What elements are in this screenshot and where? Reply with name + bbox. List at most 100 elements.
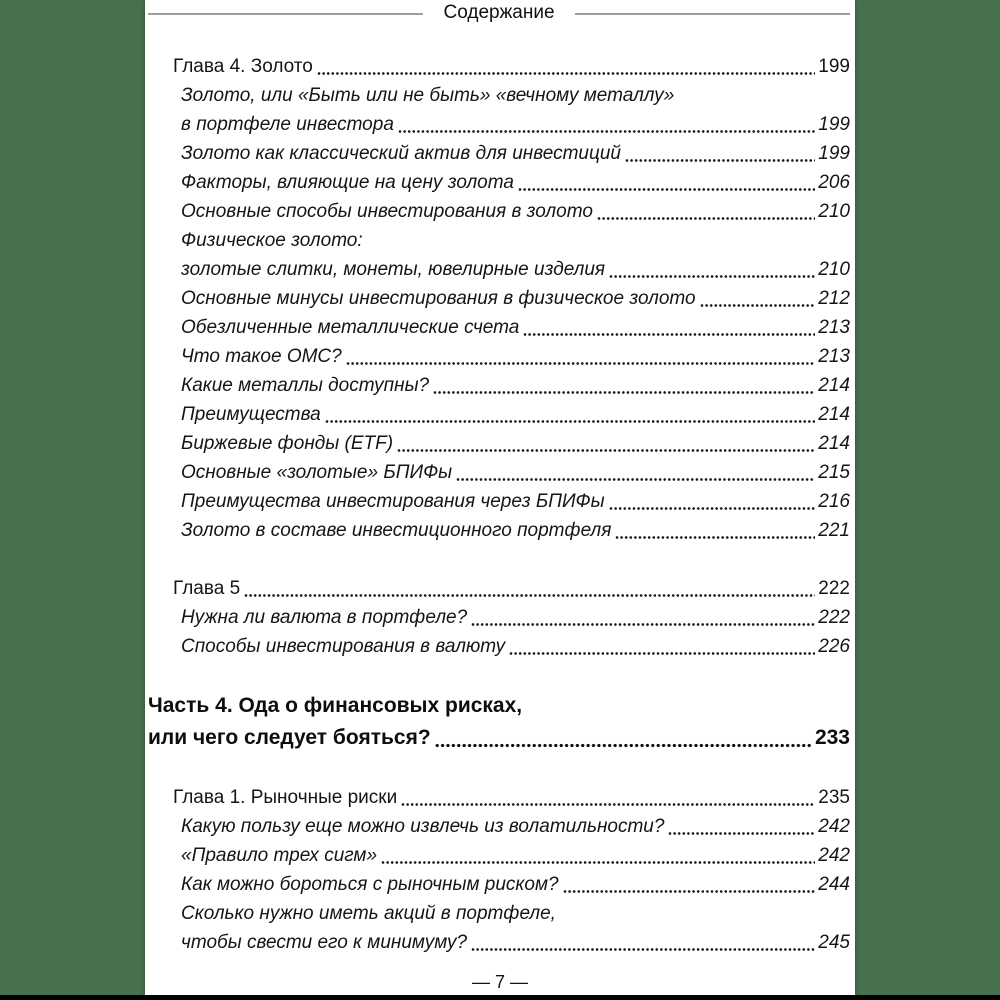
toc-entry-page-number: 210 (818, 201, 850, 222)
dot-leader (471, 621, 816, 628)
toc-entry-title: Основные способы инвестирования в золото (181, 201, 593, 222)
dot-leader (244, 592, 816, 599)
toc-entry: или чего следует бояться? 233 (148, 722, 850, 754)
toc-entry-title: Что такое ОМС? (181, 346, 342, 367)
toc-entry: чтобы свести его к минимуму? 245 (148, 928, 850, 957)
toc-entry-page-number: 214 (818, 375, 850, 396)
dot-leader (345, 360, 816, 367)
toc-entry-title: Золото как классический актив для инвест… (181, 143, 621, 164)
toc-entry-page-number: 242 (818, 845, 850, 866)
dot-leader (699, 302, 816, 309)
dot-leader (615, 534, 816, 541)
dot-leader (471, 946, 816, 953)
dot-leader (397, 128, 816, 135)
toc-entry-title: золотые слитки, монеты, ювелирные издели… (181, 259, 606, 280)
toc-entry-page-number: 233 (814, 726, 850, 749)
bottom-black-bar (0, 995, 1000, 1000)
dot-leader (397, 447, 816, 454)
dot-leader (625, 157, 816, 164)
toc-entry-page-number: 222 (818, 578, 850, 599)
toc-entry-page-number: 213 (818, 317, 850, 338)
toc-entry: Золото, или «Быть или не быть» «вечному … (148, 81, 850, 110)
toc-entry-title: «Правило трех сигм» (181, 845, 378, 866)
dot-leader (562, 888, 816, 895)
toc-entry-page-number: 216 (818, 491, 850, 512)
toc-entry-page-number: 242 (818, 816, 850, 837)
toc-entry: Глава 1. Рыночные риски 235 (148, 783, 850, 812)
dot-leader (523, 331, 816, 338)
toc-entry: Что такое ОМС? 213 (148, 342, 850, 371)
header-rule-right (574, 13, 851, 15)
page-title: Содержание (443, 2, 555, 23)
toc-entry-page-number: 199 (818, 114, 850, 135)
toc-entry: Физическое золото: (148, 226, 850, 255)
toc-entry: Факторы, влияющие на цену золота 206 (148, 168, 850, 197)
dot-leader (608, 505, 816, 512)
toc-entry-title: Способы инвестирования в валюту (181, 636, 506, 657)
toc-entry: Золото как классический актив для инвест… (148, 139, 850, 168)
toc-entry-page-number: 245 (818, 932, 850, 953)
dot-leader (596, 215, 816, 222)
dot-leader (517, 186, 816, 193)
toc-entry: Преимущества 214 (148, 400, 850, 429)
toc-entry-title: чтобы свести его к минимуму? (181, 932, 468, 953)
dot-leader (324, 418, 816, 425)
toc-entry: золотые слитки, монеты, ювелирные издели… (148, 255, 850, 284)
toc-entry: Преимущества инвестирования через БПИФы … (148, 487, 850, 516)
dot-leader (316, 70, 816, 77)
toc-entry-title: Какую пользу еще можно извлечь из волати… (181, 816, 665, 837)
toc-entry-title: Часть 4. Ода о финансовых рисках, (148, 694, 523, 717)
toc-entry-page-number: 199 (818, 143, 850, 164)
header-rule-left (148, 13, 424, 15)
toc-entry: Сколько нужно иметь акций в портфеле, (148, 899, 850, 928)
toc-entry-title: Золото в составе инвестиционного портфел… (181, 520, 612, 541)
toc-entry-page-number: 199 (818, 56, 850, 77)
toc-entry-page-number: 244 (818, 874, 850, 895)
toc-entry: Золото в составе инвестиционного портфел… (148, 516, 850, 545)
toc-entry-title: Физическое золото: (181, 230, 363, 251)
toc-list: Глава 4. Золото 199 Золото, или «Быть ил… (148, 52, 850, 957)
toc-entry: «Правило трех сигм» 242 (148, 841, 850, 870)
toc-entry: Как можно бороться с рыночным риском? 24… (148, 870, 850, 899)
toc-entry: Часть 4. Ода о финансовых рисках, (148, 690, 850, 722)
dot-leader (456, 476, 816, 483)
toc-entry-title: Золото, или «Быть или не быть» «вечному … (181, 85, 675, 106)
dot-leader (401, 801, 816, 808)
dot-leader (509, 650, 816, 657)
toc-entry-title: Биржевые фонды (ETF) (181, 433, 394, 454)
toc-entry-page-number: 206 (818, 172, 850, 193)
toc-entry: Какие металлы доступны? 214 (148, 371, 850, 400)
toc-entry-title: Обезличенные металлические счета (181, 317, 520, 338)
toc-entry-title: Как можно бороться с рыночным риском? (181, 874, 559, 895)
toc-entry-page-number: 214 (818, 404, 850, 425)
contents-page: Содержание Глава 4. Золото 199 Золото, и… (145, 0, 855, 1000)
toc-entry-page-number: 212 (818, 288, 850, 309)
toc-entry: Основные «золотые» БПИФы 215 (148, 458, 850, 487)
toc-entry-title: или чего следует бояться? (148, 726, 431, 749)
toc-entry-page-number: 235 (818, 787, 850, 808)
toc-entry: Глава 5 222 (148, 574, 850, 603)
toc-entry-title: Глава 4. Золото (173, 56, 313, 77)
dot-leader (668, 830, 816, 837)
toc-entry-title: Нужна ли валюта в портфеле? (181, 607, 468, 628)
toc-entry-page-number: 215 (818, 462, 850, 483)
toc-entry-title: Основные минусы инвестирования в физичес… (181, 288, 696, 309)
dot-leader (433, 389, 816, 396)
toc-entry: Биржевые фонды (ETF) 214 (148, 429, 850, 458)
toc-entry-title: в портфеле инвестора (181, 114, 394, 135)
toc-entry-title: Глава 1. Рыночные риски (173, 787, 398, 808)
page-header: Содержание (148, 0, 851, 24)
toc-entry: Основные минусы инвестирования в физичес… (148, 284, 850, 313)
toc-entry: в портфеле инвестора 199 (148, 110, 850, 139)
toc-entry-page-number: 210 (818, 259, 850, 280)
toc-entry: Обезличенные металлические счета 213 (148, 313, 850, 342)
toc-entry-page-number: 221 (818, 520, 850, 541)
dot-leader (381, 859, 816, 866)
toc-entry-title: Преимущества инвестирования через БПИФы (181, 491, 605, 512)
dot-leader (434, 742, 812, 749)
toc-entry-title: Глава 5 (173, 578, 241, 599)
toc-entry: Какую пользу еще можно извлечь из волати… (148, 812, 850, 841)
toc-entry: Способы инвестирования в валюту 226 (148, 632, 850, 661)
toc-entry-page-number: 213 (818, 346, 850, 367)
